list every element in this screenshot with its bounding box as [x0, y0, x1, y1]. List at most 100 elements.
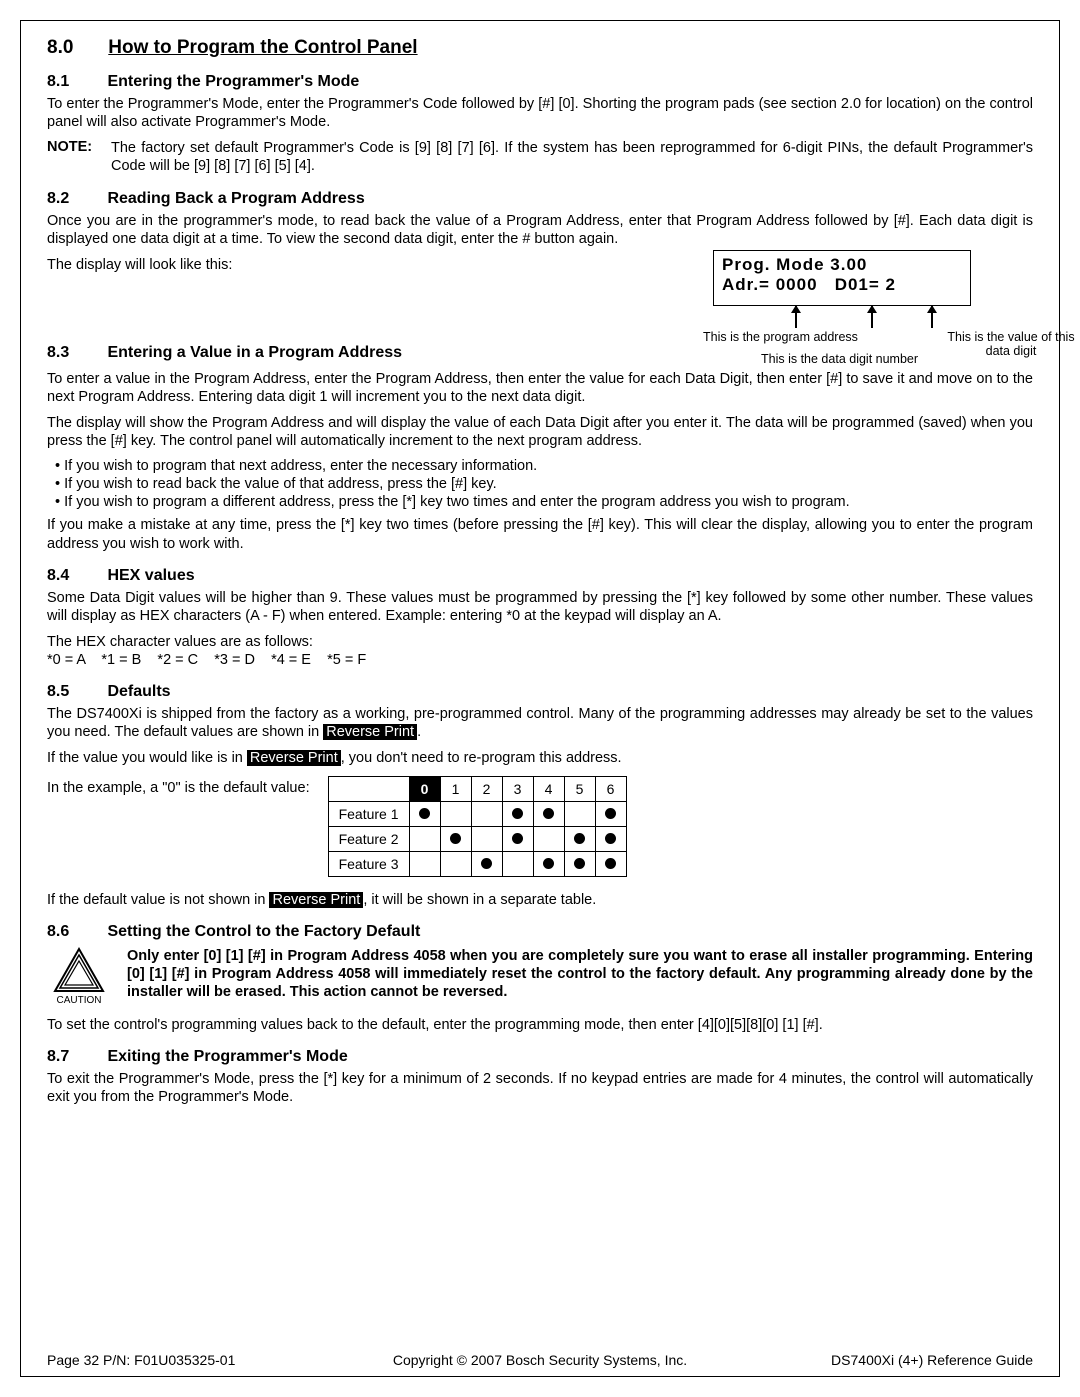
list-item: If you wish to program that next address…	[55, 458, 1033, 474]
table-cell	[564, 801, 595, 826]
section-heading: 8.0 How to Program the Control Panel	[47, 37, 1033, 59]
dot-icon	[512, 833, 523, 844]
bullet-list: If you wish to program that next address…	[47, 458, 1033, 510]
table-cell	[595, 826, 626, 851]
table-cell	[502, 851, 533, 876]
reverse-print: Reverse Print	[323, 724, 417, 740]
subsection-title: Defaults	[107, 683, 170, 700]
dot-icon	[543, 858, 554, 869]
body-text: Some Data Digit values will be higher th…	[47, 589, 1033, 625]
body-text: Once you are in the programmer's mode, t…	[47, 212, 1033, 248]
subsection-title: Reading Back a Program Address	[107, 190, 364, 207]
subsection-title: Exiting the Programmer's Mode	[107, 1048, 347, 1065]
subsection-title: Entering a Value in a Program Address	[107, 344, 402, 361]
table-cell	[533, 801, 564, 826]
table-header	[328, 776, 409, 801]
row-label: Feature 3	[328, 851, 409, 876]
subsection-number: 8.2	[47, 190, 103, 208]
list-item: If you wish to read back the value of th…	[55, 476, 1033, 492]
table-cell	[595, 851, 626, 876]
dot-icon	[512, 808, 523, 819]
table-cell	[471, 851, 502, 876]
dot-icon	[605, 833, 616, 844]
body-text: To exit the Programmer's Mode, press the…	[47, 1070, 1033, 1106]
body-text: If the default value is not shown in Rev…	[47, 891, 1033, 909]
body-text: The HEX character values are as follows:	[47, 633, 1033, 651]
subsection-title: Setting the Control to the Factory Defau…	[107, 923, 420, 940]
note-label: NOTE:	[47, 139, 111, 175]
arrow-icon	[871, 306, 873, 328]
subsection-number: 8.4	[47, 567, 103, 585]
subsection-number: 8.3	[47, 344, 103, 362]
table-cell	[502, 826, 533, 851]
text-span: .	[417, 724, 421, 740]
table-row: Feature 1	[328, 801, 626, 826]
lcd-addr: Adr.= 0000	[722, 275, 818, 294]
table-row: Feature 2	[328, 826, 626, 851]
table-cell	[564, 826, 595, 851]
body-text: To enter a value in the Program Address,…	[47, 370, 1033, 406]
subsection-title: HEX values	[107, 567, 194, 584]
table-cell	[564, 851, 595, 876]
subsection-heading: 8.5 Defaults	[47, 683, 1033, 701]
subsection-heading: 8.2 Reading Back a Program Address	[47, 190, 1033, 208]
table-header: 3	[502, 776, 533, 801]
caution-icon: CAUTION	[47, 947, 111, 1006]
table-header: 4	[533, 776, 564, 801]
subsection-heading: 8.4 HEX values	[47, 567, 1033, 585]
row-label: Feature 2	[328, 826, 409, 851]
table-row: Feature 3	[328, 851, 626, 876]
dot-icon	[574, 833, 585, 844]
text-span: , it will be shown in a separate table.	[363, 892, 596, 908]
dot-icon	[605, 808, 616, 819]
lcd-diagram: Prog. Mode 3.00 Adr.= 0000 D01= 2 This i…	[533, 250, 1033, 340]
table-cell	[409, 801, 440, 826]
diagram-caption: This is the program address	[703, 330, 858, 344]
example-lead: In the example, a "0" is the default val…	[47, 776, 310, 796]
table-header: 1	[440, 776, 471, 801]
subsection-title: Entering the Programmer's Mode	[107, 73, 359, 90]
lcd-data: D01= 2	[835, 275, 896, 294]
table-header: 0	[409, 776, 440, 801]
text-span: , you don't need to re-program this addr…	[341, 750, 622, 766]
table-header: 6	[595, 776, 626, 801]
text-span: If the value you would like is in	[47, 750, 247, 766]
arrow-icon	[795, 306, 797, 328]
dot-icon	[419, 808, 430, 819]
lcd-line2: Adr.= 0000 D01= 2	[722, 275, 962, 295]
body-text: If the value you would like is in Revers…	[47, 749, 1033, 767]
table-cell	[440, 801, 471, 826]
table-cell	[440, 826, 471, 851]
table-cell	[440, 851, 471, 876]
diagram-caption: This is the data digit number	[761, 352, 918, 366]
caution-label: CAUTION	[57, 995, 102, 1006]
lcd-box: Prog. Mode 3.00 Adr.= 0000 D01= 2	[713, 250, 971, 306]
example-row: In the example, a "0" is the default val…	[47, 776, 1033, 877]
body-text: To set the control's programming values …	[47, 1016, 1033, 1034]
subsection-number: 8.1	[47, 73, 103, 91]
caution-block: CAUTION Only enter [0] [1] [#] in Progra…	[47, 947, 1033, 1006]
body-text: If you make a mistake at any time, press…	[47, 516, 1033, 552]
table-cell	[471, 801, 502, 826]
dot-icon	[605, 858, 616, 869]
table-header: 2	[471, 776, 502, 801]
table-cell	[409, 851, 440, 876]
dot-icon	[574, 858, 585, 869]
note-body: The factory set default Programmer's Cod…	[111, 139, 1033, 175]
section-title: How to Program the Control Panel	[108, 37, 417, 58]
table-cell	[533, 851, 564, 876]
hex-values: *0 = A *1 = B *2 = C *3 = D *4 = E *5 = …	[47, 651, 1033, 669]
table-cell	[595, 801, 626, 826]
body-text: To enter the Programmer's Mode, enter th…	[47, 95, 1033, 131]
caution-text: Only enter [0] [1] [#] in Program Addres…	[127, 947, 1033, 1006]
subsection-number: 8.7	[47, 1048, 103, 1066]
body-text: The DS7400Xi is shipped from the factory…	[47, 705, 1033, 741]
page-footer: Page 32 P/N: F01U035325-01 Copyright © 2…	[47, 1352, 1033, 1368]
list-item: If you wish to program a different addre…	[55, 494, 1033, 510]
dot-icon	[450, 833, 461, 844]
table-cell	[502, 801, 533, 826]
reverse-print: Reverse Print	[247, 750, 341, 766]
dot-icon	[481, 858, 492, 869]
arrow-icon	[931, 306, 933, 328]
note-block: NOTE: The factory set default Programmer…	[47, 139, 1033, 175]
